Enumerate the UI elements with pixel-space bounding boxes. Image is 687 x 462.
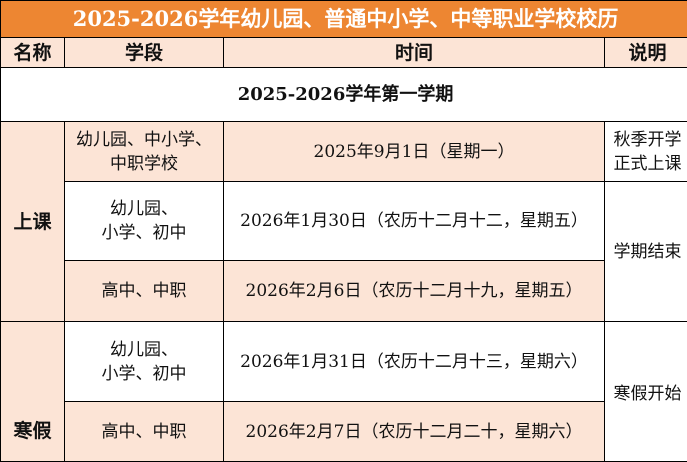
- header-stage: 学段: [65, 38, 224, 68]
- time-cell: 2026年1月31日（农历十二月十三，星期六）: [224, 322, 605, 402]
- stage-line: 幼儿园、中小学、: [65, 128, 223, 152]
- time-cell: 2025年9月1日（星期一）: [224, 122, 605, 182]
- stage-cell: 高中、中职: [65, 261, 224, 322]
- semester-title: 2025-2026学年第一学期: [1, 68, 687, 122]
- note-line: 正式上课: [605, 152, 687, 176]
- stage-line: 幼儿园、: [65, 197, 223, 221]
- header-time: 时间: [224, 38, 605, 68]
- header-note: 说明: [605, 38, 687, 68]
- stage-cell: 幼儿园、小学、初中: [65, 182, 224, 261]
- stage-cell: 幼儿园、中小学、中职学校: [65, 122, 224, 182]
- time-cell: 2026年2月6日（农历十二月十九，星期五）: [224, 261, 605, 322]
- stage-line: 幼儿园、: [65, 338, 223, 362]
- stage-cell: 幼儿园、小学、初中: [65, 322, 224, 402]
- time-cell: 2026年1月30日（农历十二月十二，星期五）: [224, 182, 605, 261]
- table-title: 2025-2026学年幼儿园、普通中小学、中等职业学校校历: [1, 1, 687, 38]
- stage-cell: 高中、中职: [65, 402, 224, 462]
- note-line: 秋季开学: [605, 128, 687, 152]
- note-cell: 学期结束: [605, 182, 687, 322]
- stage-line: 小学、初中: [65, 221, 223, 245]
- stage-line: 中职学校: [65, 152, 223, 176]
- stage-line: 小学、初中: [65, 362, 223, 386]
- group-winter: 寒假: [1, 322, 65, 462]
- header-name: 名称: [1, 38, 65, 68]
- group-class: 上课: [1, 122, 65, 322]
- time-cell: 2026年2月7日（农历十二月二十，星期六）: [224, 402, 605, 462]
- note-cell: 秋季开学正式上课: [605, 122, 687, 182]
- note-cell: 寒假开始: [605, 322, 687, 462]
